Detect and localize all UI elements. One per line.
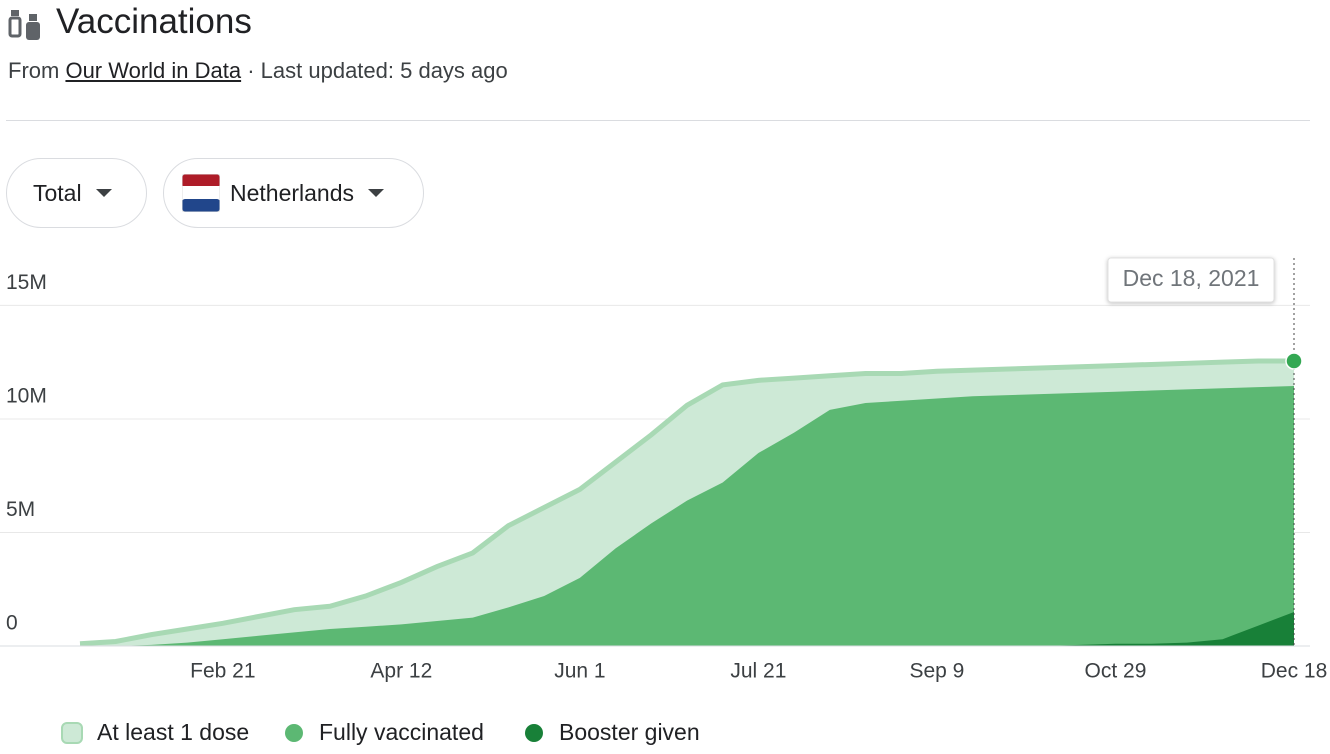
subtitle: From Our World in Data · Last updated: 5… xyxy=(8,58,508,84)
y-tick-label: 5M xyxy=(6,498,35,521)
tooltip-box xyxy=(1107,257,1275,303)
vaccine-icon xyxy=(8,10,40,40)
legend-marker xyxy=(525,724,543,742)
caret xyxy=(95,189,112,197)
divider xyxy=(6,120,1310,121)
legend-label: Fully vaccinated xyxy=(319,719,484,745)
measure-dropdown[interactable]: Total xyxy=(6,158,147,228)
source-prefix: From xyxy=(8,58,60,83)
legend-marker xyxy=(285,724,303,742)
tooltip-text: Dec 18, 2021 xyxy=(1123,265,1260,291)
title: Vaccinations xyxy=(56,2,252,41)
x-tick-label: Jul 21 xyxy=(730,660,786,683)
caret xyxy=(368,189,385,197)
x-tick-label: Oct 29 xyxy=(1085,660,1147,683)
updated: · Last updated: 5 days ago xyxy=(247,58,508,83)
x-tick-label: Feb 21 xyxy=(190,660,255,683)
measure-label: Total xyxy=(33,179,82,206)
x-tick-label: Apr 12 xyxy=(370,660,432,683)
x-tick-label: Jun 1 xyxy=(554,660,605,683)
legend-label: Booster given xyxy=(559,719,700,745)
area xyxy=(80,386,1294,646)
y-tick-label: 10M xyxy=(6,384,47,407)
country-dropdown[interactable]: Netherlands xyxy=(163,158,424,228)
country-label: Netherlands xyxy=(230,179,355,206)
area-line xyxy=(79,358,1294,647)
hover-dot xyxy=(1285,352,1303,370)
x-tick-label: Sep 9 xyxy=(909,660,964,683)
y-tick-label: 0 xyxy=(6,612,18,635)
y-tick-label: 15M xyxy=(6,271,47,294)
legend-label: At least 1 dose xyxy=(97,719,249,745)
source-link[interactable]: Our World in Data xyxy=(65,58,242,83)
flag xyxy=(182,174,220,212)
legend-marker xyxy=(61,722,83,744)
x-tick-label: Dec 18 xyxy=(1261,660,1328,683)
